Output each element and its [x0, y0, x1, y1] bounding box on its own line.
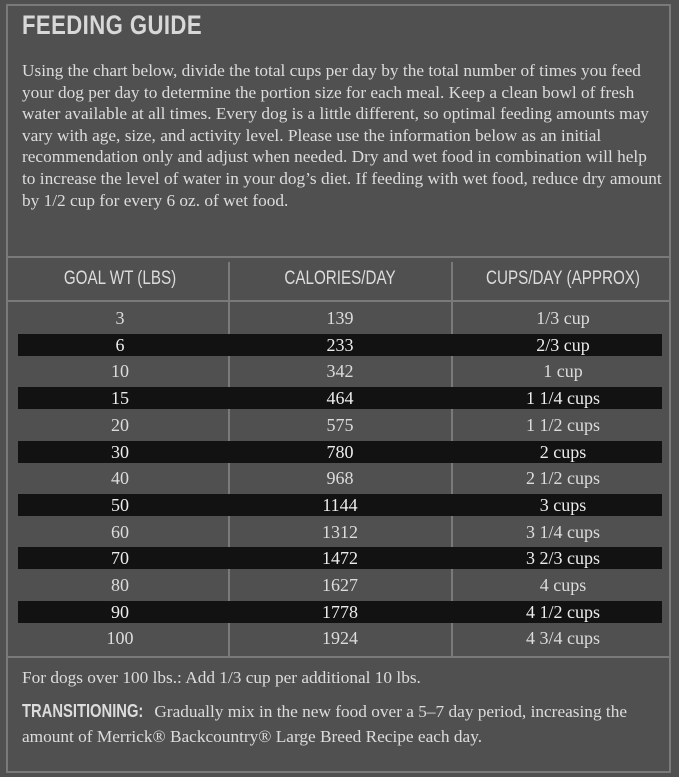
- cell: 1472: [322, 548, 358, 569]
- cell: 4 cups: [539, 575, 587, 595]
- cell: 6: [115, 334, 125, 355]
- cell: 2 cups: [539, 441, 587, 462]
- cell: 1 1/4 cups: [526, 388, 600, 409]
- cell: 575: [326, 414, 354, 435]
- cell: 1778: [322, 601, 358, 622]
- cell: 10: [111, 361, 129, 382]
- cell: 1 cup: [543, 361, 583, 382]
- cell: 40: [111, 468, 129, 489]
- cell: 30: [111, 441, 129, 462]
- row-band: [18, 440, 662, 463]
- cell: 3 2/3 cups: [526, 548, 600, 569]
- row-band: [18, 600, 662, 623]
- cell: 15: [111, 388, 129, 409]
- column-header: CUPS/DAY (APPROX): [485, 268, 640, 289]
- cell: 20: [111, 414, 129, 435]
- frame: [6, 4, 671, 773]
- title: FEEDING GUIDE: [22, 10, 203, 40]
- cell: 1312: [322, 521, 358, 542]
- intro: Using the chart below, divide the total …: [22, 61, 662, 210]
- cell: 780: [326, 441, 354, 462]
- cell: 60: [111, 521, 129, 542]
- row-band: [18, 493, 662, 516]
- cell: 1144: [322, 494, 358, 515]
- cell: 1/3 cup: [536, 308, 590, 328]
- cell: 4 1/2 cups: [526, 601, 600, 622]
- cell: 3 cups: [539, 494, 587, 515]
- cell: 50: [111, 494, 129, 515]
- cell: 1924: [322, 628, 358, 649]
- cell: 70: [111, 548, 129, 569]
- row-band: [18, 547, 662, 570]
- transitioning-label: TRANSITIONING:: [22, 701, 144, 721]
- row-band: [18, 387, 662, 410]
- cell: 233: [326, 334, 354, 355]
- column-header: GOAL WT (LBS): [63, 268, 177, 289]
- transitioning: TRANSITIONING: Gradually mix in the new …: [22, 699, 652, 749]
- cell: 80: [111, 575, 129, 595]
- cell: 342: [326, 361, 354, 382]
- cell: 2/3 cup: [536, 334, 590, 355]
- row-band: [18, 333, 662, 356]
- cell: 1627: [322, 575, 358, 595]
- cell: 139: [326, 308, 354, 328]
- cell: 2 1/2 cups: [526, 468, 600, 489]
- column-header: CALORIES/DAY: [284, 268, 396, 289]
- cell: 968: [326, 468, 354, 489]
- cell: 464: [326, 388, 354, 409]
- divider: [8, 300, 671, 302]
- footer-note: For dogs over 100 lbs.: Add 1/3 cup per …: [22, 668, 421, 687]
- cell: 90: [111, 601, 129, 622]
- divider: [8, 256, 671, 258]
- cell: 3 1/4 cups: [526, 521, 600, 542]
- cell: 4 3/4 cups: [526, 628, 600, 649]
- divider: [8, 656, 671, 658]
- cell: 100: [106, 628, 134, 649]
- cell: 3: [115, 308, 125, 328]
- cell: 1 1/2 cups: [526, 414, 600, 435]
- transitioning-text: Gradually mix in the new food over a 5–7…: [22, 702, 628, 746]
